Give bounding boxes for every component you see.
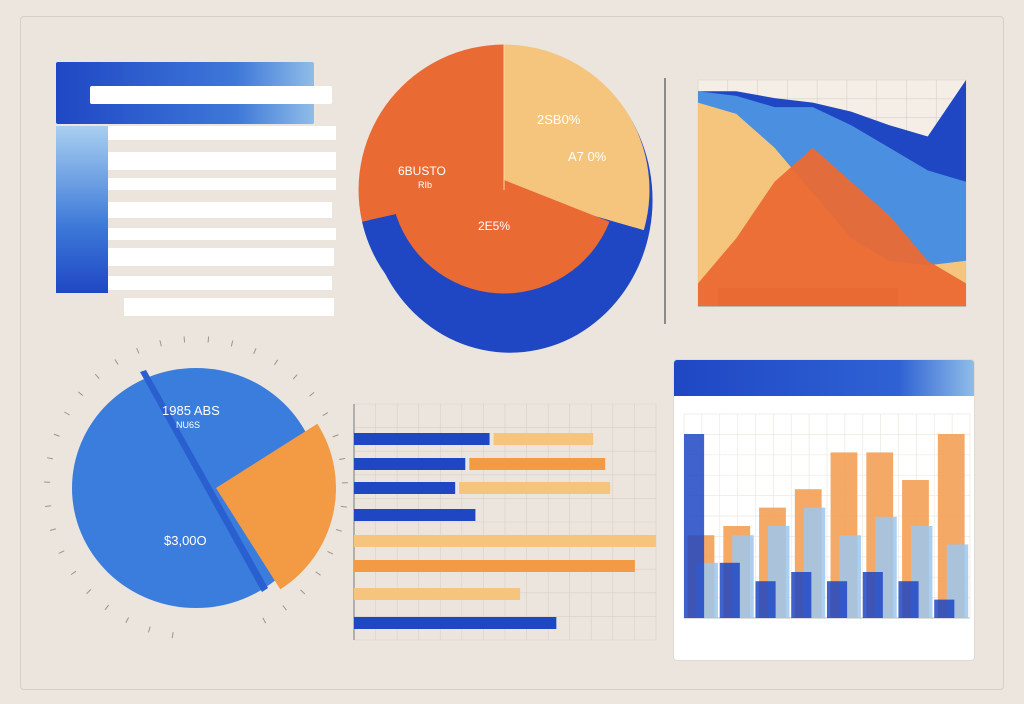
- dial-tick: [94, 373, 100, 379]
- pie-bottom-divider: [140, 370, 268, 592]
- pie-bottom-label-2: NU6S: [176, 420, 200, 430]
- pie-top-label-2: RIb: [418, 180, 432, 190]
- dial-tick: [64, 411, 70, 416]
- area-series: [698, 147, 966, 306]
- hbar-segment: [459, 482, 611, 494]
- dial-tick: [46, 457, 54, 460]
- dial-tick: [125, 617, 130, 624]
- area-chart-panel: [664, 66, 974, 328]
- dial-tick: [159, 340, 162, 347]
- dial-tick: [230, 340, 234, 347]
- pie-bottom-label-3: $3,00O: [164, 533, 207, 548]
- dial-tick: [339, 457, 346, 461]
- vbar-bar: [934, 599, 955, 618]
- vbar-bar: [862, 572, 883, 618]
- dial-tick: [86, 589, 92, 594]
- list-row[interactable]: [108, 152, 336, 170]
- hbar-segment: [354, 458, 466, 470]
- pie-bottom-label-1: 1985 ABS: [162, 403, 220, 418]
- dial-tick: [327, 550, 334, 555]
- hbar-segment: [354, 535, 656, 547]
- dial-tick: [300, 589, 306, 595]
- pie-top-label-3: 2SB0%: [537, 112, 581, 127]
- list-panel-header-bar: [90, 86, 332, 104]
- pie-top-label-5: 2E5%: [478, 219, 510, 233]
- dial-tick: [136, 347, 140, 354]
- dial-tick: [262, 617, 267, 624]
- dial-tick: [282, 605, 287, 611]
- hbar-segment: [354, 617, 557, 629]
- dial-tick: [253, 348, 257, 355]
- hbar-segment: [354, 482, 456, 494]
- vbar-bar: [898, 581, 919, 618]
- list-panel-header: [56, 62, 332, 124]
- vbar-card-header: [674, 360, 974, 396]
- pie-bottom-slice: [216, 423, 336, 590]
- hbar-segment: [354, 433, 490, 445]
- dial-tick: [49, 528, 56, 532]
- vbar-bar: [719, 562, 740, 618]
- list-panel: [56, 62, 336, 322]
- pie-top-label-4: A7 0%: [568, 149, 607, 164]
- pie-top-slice: [358, 44, 504, 222]
- list-row[interactable]: [108, 126, 336, 140]
- list-row[interactable]: [108, 248, 334, 266]
- hbar-segment: [493, 433, 594, 445]
- dial-tick: [340, 505, 347, 508]
- dial-tick: [77, 391, 84, 397]
- dial-tick: [274, 359, 279, 366]
- list-panel-sidebar: [56, 126, 108, 293]
- dial-tick: [147, 626, 151, 633]
- pie-top-slice: [394, 180, 610, 294]
- pie-top-slice: [504, 44, 650, 231]
- vbar-bar: [827, 581, 848, 618]
- list-row[interactable]: [108, 228, 336, 240]
- vbar-bar: [755, 581, 776, 618]
- list-row[interactable]: [108, 178, 336, 190]
- area-base-bar: [718, 288, 898, 306]
- list-row[interactable]: [124, 298, 334, 316]
- dial-tick: [309, 391, 315, 397]
- dial-tick: [315, 571, 321, 576]
- dial-tick: [335, 528, 342, 532]
- dial-tick: [332, 434, 339, 438]
- dial-tick: [58, 550, 65, 554]
- pie-top-label-1: 6BUSTO: [398, 164, 446, 178]
- dial-tick: [171, 632, 174, 639]
- hbar-segment: [354, 509, 476, 521]
- hbar-segment: [354, 560, 635, 572]
- dial-tick: [70, 570, 77, 576]
- hbar-segment: [354, 588, 521, 600]
- dial-tick: [292, 374, 298, 380]
- dial-tick: [104, 604, 110, 611]
- list-row[interactable]: [108, 276, 332, 290]
- hbar-segment: [469, 458, 606, 470]
- dial-tick: [114, 359, 119, 365]
- vbar-bar: [684, 434, 705, 618]
- dial-tick: [53, 433, 60, 437]
- vbar-bar: [791, 572, 812, 618]
- list-row[interactable]: [108, 202, 332, 218]
- area-chart-frame: [664, 78, 666, 324]
- dial-tick: [322, 412, 329, 416]
- dial-tick: [45, 505, 52, 508]
